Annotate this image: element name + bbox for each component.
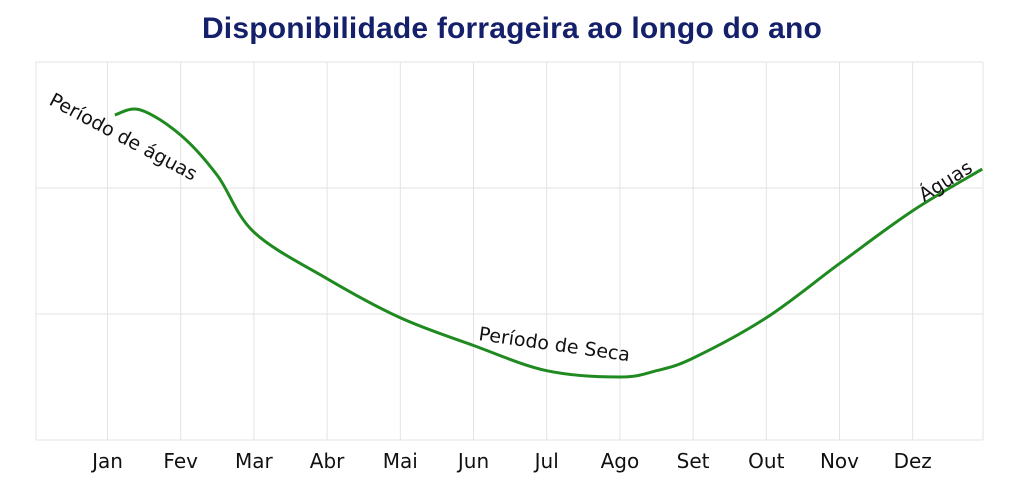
x-tick-label: Nov — [820, 449, 859, 473]
annotation-rains: Águas — [914, 156, 976, 207]
x-tick-label: Out — [748, 449, 784, 473]
annotation-dry-period: Período de Seca — [477, 323, 631, 366]
x-tick-label: Mai — [383, 449, 418, 473]
annotation-rainy-period: Período de águas — [46, 89, 201, 185]
grid — [35, 61, 984, 441]
x-tick-label: Jul — [533, 449, 559, 473]
x-tick-label: Jun — [456, 449, 489, 473]
x-tick-label: Set — [677, 449, 710, 473]
x-tick-label: Dez — [894, 449, 932, 473]
x-tick-label: Jan — [90, 449, 123, 473]
x-tick-label: Fev — [163, 449, 198, 473]
annotations: Período de águas Período de Seca Águas — [46, 89, 977, 366]
x-tick-label: Mar — [235, 449, 274, 473]
x-axis-ticks: Jan Fev Mar Abr Mai Jun Jul Ago Set Out Nov Dez — [90, 449, 932, 473]
series-line — [114, 107, 983, 379]
x-tick-label: Ago — [601, 449, 640, 473]
chart-title: Disponibilidade forrageira ao longo do a… — [201, 12, 823, 45]
x-tick-label: Abr — [310, 449, 345, 473]
